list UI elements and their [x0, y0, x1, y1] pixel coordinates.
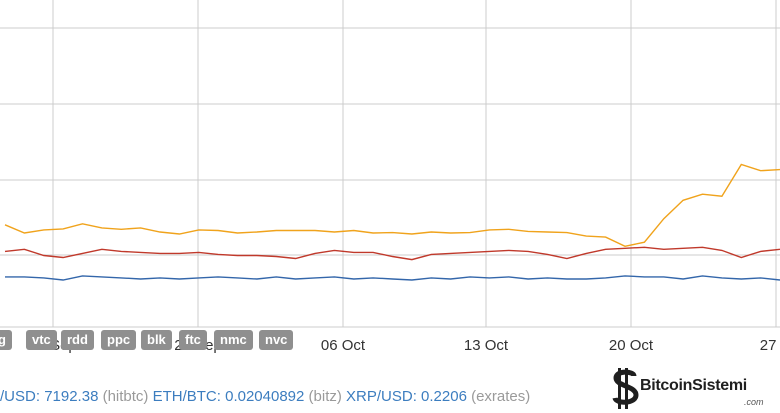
chart-grid	[0, 0, 780, 328]
x-tick-label: 20 Oct	[609, 337, 654, 354]
ticker-item[interactable]: /USD: 7192.38 (hitbtc)	[0, 388, 153, 405]
ticker-pair: XRP/USD:	[346, 388, 422, 405]
coin-tag-vtc[interactable]: vtc	[26, 330, 57, 350]
ticker-price: 7192.38	[44, 388, 103, 405]
ticker-price: 0.02040892	[225, 388, 309, 405]
coin-tag-ppc[interactable]: ppc	[101, 330, 137, 350]
coin-tag-nmc[interactable]: nmc	[214, 330, 253, 350]
logo-brand-text: BitcoinSistemi	[640, 377, 747, 394]
series-line-2	[4, 246, 780, 261]
ticker-price: 0.2206	[421, 388, 472, 405]
series-line-1	[4, 163, 780, 248]
coin-tag-g[interactable]: g	[0, 330, 12, 350]
coin-tag-bar: g vtc rdd ppc blk ftc nmc nvc	[0, 330, 780, 350]
chart-series	[4, 163, 780, 281]
price-ticker: /USD: 7192.38 (hitbtc) ETH/BTC: 0.020408…	[0, 385, 600, 409]
x-tick-label: 13 Oct	[464, 337, 509, 354]
coin-tag-blk[interactable]: blk	[141, 330, 172, 350]
ticker-pair: ETH/BTC:	[152, 388, 226, 405]
logo-domain-text: .com	[744, 397, 764, 407]
x-tick-label: 27 O	[760, 337, 780, 354]
bitcoin-logo-icon	[612, 368, 639, 409]
coin-tag-ftc[interactable]: ftc	[179, 330, 207, 350]
x-tick-label: 06 Oct	[321, 337, 366, 354]
ticker-pair: /USD:	[0, 388, 45, 405]
series-line-3	[5, 275, 780, 281]
ticker-source: (bitz)	[308, 388, 347, 405]
coin-tag-nvc[interactable]: nvc	[259, 330, 294, 350]
bitcoinsistemi-logo[interactable]: BitcoinSistemi .com	[612, 364, 780, 413]
ticker-item[interactable]: XRP/USD: 0.2206 (exrates)	[346, 388, 530, 405]
coin-tag-rdd[interactable]: rdd	[61, 330, 94, 350]
ticker-source: (exrates)	[471, 388, 531, 405]
ticker-source: (hitbtc)	[102, 388, 153, 405]
ticker-item[interactable]: ETH/BTC: 0.02040892 (bitz)	[153, 388, 346, 405]
